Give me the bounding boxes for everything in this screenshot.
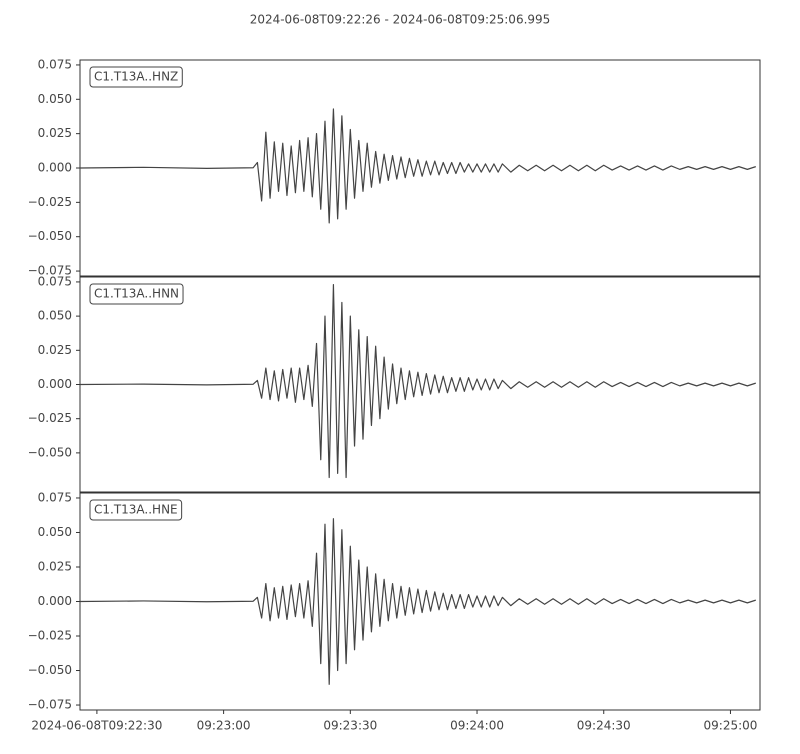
y-tick-label: 0.000: [38, 377, 72, 391]
trace-label: C1.T13A..HNN: [94, 287, 179, 301]
y-tick-label: 0.000: [38, 594, 72, 608]
y-tick-label: −0.075: [28, 698, 72, 712]
y-tick-label: 0.075: [38, 274, 72, 288]
x-tick-label: 09:25:00: [704, 719, 758, 733]
x-tick-label: 09:24:00: [450, 719, 504, 733]
y-tick-label: −0.025: [28, 411, 72, 425]
y-tick-label: −0.050: [28, 229, 72, 243]
y-tick-label: 0.025: [38, 559, 72, 573]
trace: [79, 108, 756, 224]
label-box: [89, 499, 183, 521]
chart-title: 2024-06-08T09:22:26 - 2024-06-08T09:25:0…: [250, 13, 551, 27]
trace-label: C1.T13A..HNZ: [94, 70, 178, 84]
y-tick-label: 0.025: [38, 126, 72, 140]
x-tick-label: 09:24:30: [577, 719, 631, 733]
trace-label: C1.T13A..HNE: [94, 503, 178, 517]
y-tick-label: 0.050: [38, 525, 72, 539]
y-tick-label: 0.025: [38, 343, 72, 357]
trace: [79, 518, 756, 685]
y-tick-label: −0.025: [28, 629, 72, 643]
y-tick-label: 0.000: [38, 161, 72, 175]
x-tick-label: 09:23:00: [197, 719, 251, 733]
y-tick-label: 0.075: [38, 57, 72, 71]
y-tick-label: −0.050: [28, 663, 72, 677]
y-tick-label: −0.050: [28, 445, 72, 459]
y-tick-label: 0.050: [38, 92, 72, 106]
y-tick-label: 0.050: [38, 309, 72, 323]
x-tick-label: 2024-06-08T09:22:30: [31, 719, 162, 733]
label-box: [89, 66, 183, 88]
y-tick-label: −0.075: [28, 264, 72, 278]
y-tick-label: −0.025: [28, 195, 72, 209]
trace: [79, 284, 756, 479]
label-box: [89, 283, 184, 305]
y-tick-label: 0.075: [38, 490, 72, 504]
x-tick-label: 09:23:30: [323, 719, 377, 733]
